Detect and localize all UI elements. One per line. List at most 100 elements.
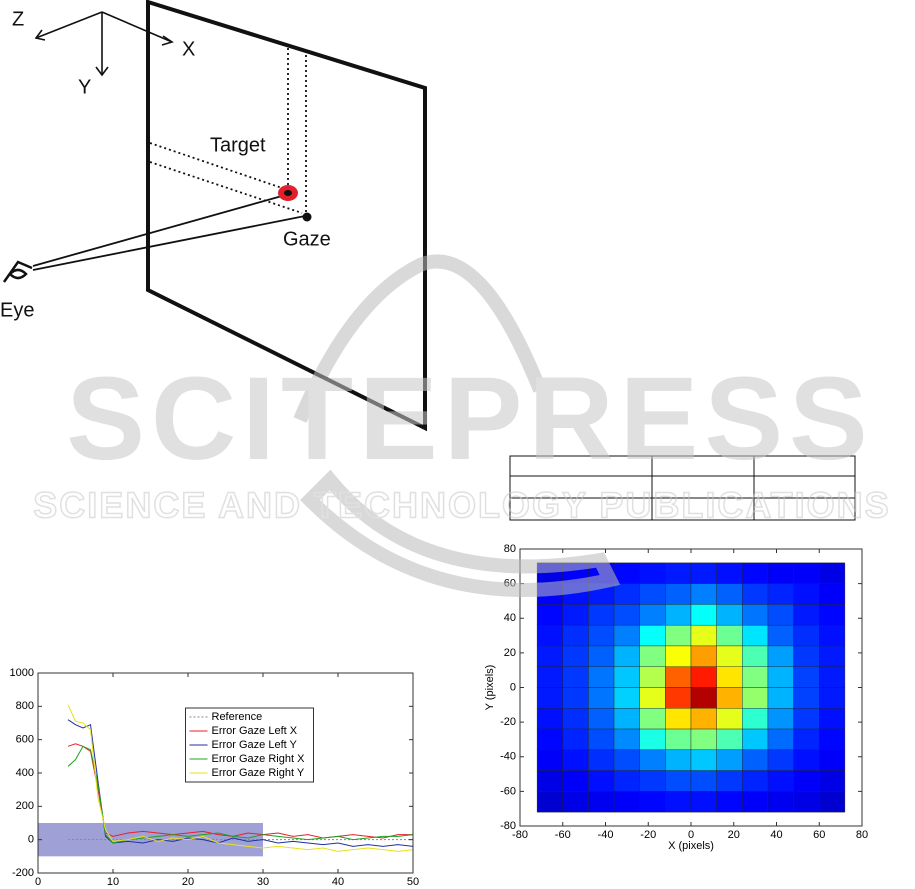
heatmap-cell bbox=[716, 624, 743, 647]
heatmap-cell bbox=[536, 645, 563, 667]
y-tick-label: -80 bbox=[500, 820, 516, 832]
heatmap-cell bbox=[613, 770, 640, 792]
x-tick-label: -60 bbox=[555, 829, 571, 841]
heatmap-cell bbox=[562, 624, 589, 647]
heatmap-cell bbox=[562, 749, 589, 771]
heatmap-cell bbox=[819, 583, 846, 605]
heatmap-cell bbox=[562, 708, 589, 730]
heatmap-cell bbox=[613, 791, 640, 813]
heatmap-cell bbox=[716, 666, 743, 688]
plot-frame bbox=[519, 548, 863, 827]
heatmap-cell bbox=[819, 645, 846, 667]
heatmap-cell bbox=[742, 624, 769, 647]
watermark: SCITEPRESS SCIENCE AND TECHNOLOGY PUBLIC… bbox=[33, 254, 889, 597]
y-tick-label: 0 bbox=[510, 681, 516, 693]
heatmap-cell bbox=[665, 687, 692, 709]
legend-label: Error Gaze Left X bbox=[212, 725, 298, 737]
heatmap-cell bbox=[665, 791, 692, 813]
y-tick-label: 80 bbox=[504, 543, 516, 555]
heatmap-cell bbox=[613, 687, 640, 709]
heatmap-cell bbox=[665, 562, 692, 584]
heatmap-cell bbox=[665, 624, 692, 647]
heatmap-cell bbox=[716, 562, 743, 584]
heatmap-cell bbox=[716, 770, 743, 792]
x-tick-label: 60 bbox=[813, 829, 825, 841]
heatmap-cell bbox=[742, 687, 769, 709]
heatmap-cell bbox=[536, 791, 563, 813]
heatmap-cell bbox=[613, 666, 640, 688]
x-tick-label: 0 bbox=[35, 876, 41, 888]
heatmap-cell bbox=[588, 770, 615, 792]
heatmap-cell bbox=[819, 770, 846, 792]
gaze-point bbox=[302, 212, 312, 222]
heatmap-cell bbox=[819, 708, 846, 730]
heatmap-cell bbox=[716, 604, 743, 626]
x-tick-label: 30 bbox=[257, 876, 269, 888]
heatmap-cell bbox=[819, 728, 846, 751]
heatmap-cell bbox=[716, 728, 743, 751]
diagram: Z X Y Target Gaze Eye bbox=[0, 0, 427, 432]
heatmap-cell bbox=[716, 645, 743, 667]
heatmap-cell bbox=[562, 791, 589, 813]
label: Y bbox=[78, 76, 91, 98]
heatmap-cell bbox=[767, 562, 794, 584]
y-axis-label: Y (pixels) bbox=[484, 665, 496, 711]
heatmap-cell bbox=[742, 770, 769, 792]
heatmap-cell bbox=[639, 604, 666, 626]
heatmap-cell bbox=[665, 708, 692, 730]
heatmap-cell bbox=[690, 604, 717, 626]
y-tick-label: 40 bbox=[504, 612, 516, 624]
y-tick-label: 600 bbox=[16, 734, 34, 746]
heatmap-cell bbox=[665, 604, 692, 626]
heatmap-cell bbox=[767, 583, 794, 605]
heatmap-cell bbox=[690, 624, 717, 647]
heatmap-cell bbox=[690, 583, 717, 605]
x-tick-label: -40 bbox=[598, 829, 614, 841]
heatmap-cell bbox=[665, 770, 692, 792]
heatmap-cell bbox=[819, 791, 846, 813]
heatmap-cell bbox=[562, 604, 589, 626]
heatmap-cell bbox=[793, 645, 820, 667]
heatmap-cell bbox=[690, 708, 717, 730]
heatmap-cell bbox=[767, 728, 794, 751]
heatmap-cell bbox=[690, 791, 717, 813]
heatmap-cell bbox=[639, 791, 666, 813]
heatmap-cell bbox=[767, 770, 794, 792]
heatmap-cell bbox=[742, 749, 769, 771]
heatmap-cell bbox=[742, 708, 769, 730]
empty-table bbox=[509, 455, 856, 521]
heatmap-cell bbox=[742, 583, 769, 605]
y-tick-label: 20 bbox=[504, 647, 516, 659]
heatmap-cell bbox=[767, 791, 794, 813]
heatmap-cell bbox=[716, 708, 743, 730]
heatmap-cell bbox=[716, 583, 743, 605]
y-tick-label: -200 bbox=[12, 867, 34, 879]
x-tick-label: 20 bbox=[182, 876, 194, 888]
heatmap-cell bbox=[690, 666, 717, 688]
heatmap-cell bbox=[767, 624, 794, 647]
y-tick-label: -40 bbox=[500, 751, 516, 763]
heatmap-cell bbox=[588, 645, 615, 667]
heatmap-cell bbox=[639, 708, 666, 730]
heatmap-cell bbox=[793, 749, 820, 771]
heatmap-cell bbox=[819, 604, 846, 626]
heatmap-cell bbox=[742, 728, 769, 751]
heatmap-cell bbox=[536, 624, 563, 647]
x-tick-label: 50 bbox=[407, 876, 419, 888]
heatmap-cell bbox=[588, 604, 615, 626]
heatmap-cell bbox=[588, 728, 615, 751]
x-axis-label: X (pixels) bbox=[668, 840, 714, 852]
heatmap-cell bbox=[536, 666, 563, 688]
projection-lines bbox=[149, 48, 307, 214]
heatmap-cell bbox=[613, 749, 640, 771]
heatmap-cell bbox=[562, 687, 589, 709]
heatmap-cell bbox=[767, 645, 794, 667]
heatmap-cell bbox=[819, 749, 846, 771]
legend-label: Error Gaze Right X bbox=[212, 753, 306, 765]
x-tick-label: -20 bbox=[640, 829, 656, 841]
heatmap-cell bbox=[742, 604, 769, 626]
heatmap-cell bbox=[819, 624, 846, 647]
sight-line bbox=[32, 215, 306, 271]
heatmap-cell bbox=[819, 687, 846, 709]
heatmap-cell bbox=[665, 645, 692, 667]
